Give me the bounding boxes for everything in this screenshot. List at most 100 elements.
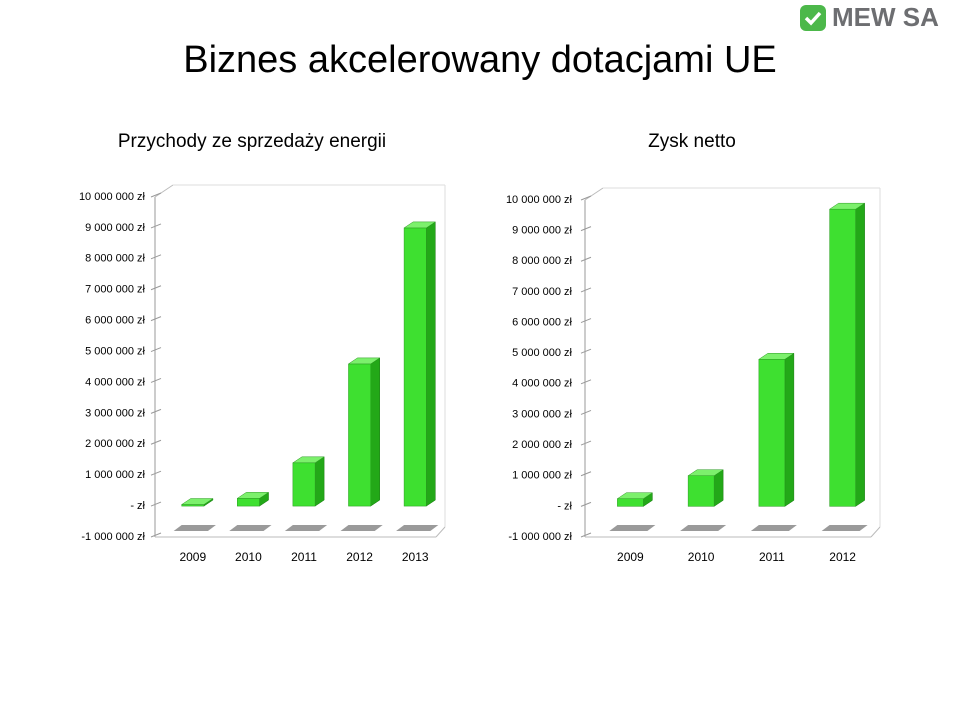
bar-side xyxy=(370,357,380,507)
bar xyxy=(829,208,856,507)
y-tick-label: 2 000 000 zł xyxy=(512,439,572,451)
bar-top xyxy=(236,492,270,499)
tick-mark xyxy=(150,285,162,291)
bar xyxy=(403,227,427,507)
x-tick-label: 2012 xyxy=(829,550,856,564)
y-tick-label: 2 000 000 zł xyxy=(85,438,145,450)
bar xyxy=(348,363,371,507)
floor-plate xyxy=(173,525,216,531)
tick-mark xyxy=(580,256,592,262)
bar-top xyxy=(292,456,325,464)
tick-mark xyxy=(150,408,162,414)
tick-mark xyxy=(150,532,162,538)
logo-text: MEW SA xyxy=(832,2,939,32)
bar-top xyxy=(687,469,724,476)
y-tick-label: - zł xyxy=(130,500,145,512)
y-tick-label: 3 000 000 zł xyxy=(85,407,145,419)
floor-plate xyxy=(396,525,439,531)
y-tick-label: -1 000 000 zł xyxy=(508,531,572,543)
slide-title: Biznes akcelerowany dotacjami UE xyxy=(183,39,777,81)
logo-check xyxy=(804,11,822,26)
tick-mark xyxy=(150,439,162,445)
y-tick-label: 10 000 000 zł xyxy=(79,191,146,203)
tick-mark xyxy=(150,377,162,383)
bar xyxy=(617,498,644,507)
tick-mark xyxy=(580,440,592,446)
bar xyxy=(237,498,260,507)
bar-top xyxy=(347,357,381,365)
y-tick-label: 6 000 000 zł xyxy=(85,315,145,327)
tick-mark xyxy=(580,195,592,201)
y-tick-label: 9 000 000 zł xyxy=(512,225,572,237)
tick-mark xyxy=(580,348,592,354)
chart-title: Zysk netto xyxy=(648,131,736,152)
tick-mark xyxy=(580,409,592,415)
tick-mark xyxy=(150,316,162,322)
bar xyxy=(687,475,715,507)
bar-side xyxy=(426,221,436,507)
y-tick-label: 7 000 000 zł xyxy=(512,286,572,298)
floor-plate xyxy=(680,525,727,531)
bar-top xyxy=(180,498,214,505)
tick-mark xyxy=(580,532,592,538)
tick-mark xyxy=(150,192,162,198)
y-tick-label: 10 000 000 zł xyxy=(506,194,573,206)
y-tick-label: - zł xyxy=(557,500,572,512)
bar-top xyxy=(403,221,437,229)
bar-side xyxy=(713,469,724,507)
tick-mark xyxy=(580,318,592,324)
x-tick-label: 2010 xyxy=(235,550,262,564)
bar xyxy=(758,359,786,507)
x-tick-label: 2009 xyxy=(617,550,644,564)
x-tick-label: 2011 xyxy=(759,550,785,564)
y-tick-label: 6 000 000 zł xyxy=(512,316,572,328)
floor-edge xyxy=(435,526,446,538)
y-tick-label: 4 000 000 zł xyxy=(85,376,145,388)
bar xyxy=(292,462,316,507)
logo-icon xyxy=(800,5,826,31)
tick-mark xyxy=(580,287,592,293)
x-tick-label: 2012 xyxy=(346,550,373,564)
bar-side xyxy=(314,456,325,507)
bar-side xyxy=(784,352,795,507)
bar-top xyxy=(758,353,795,360)
floor-plate xyxy=(750,525,797,531)
tick-mark xyxy=(150,501,162,507)
tick-mark xyxy=(580,501,592,507)
floor-plate xyxy=(284,525,328,531)
x-tick-label: 2010 xyxy=(688,550,715,564)
chart-title: Przychody ze sprzedaży energii xyxy=(118,131,386,152)
floor-plate xyxy=(821,525,868,531)
wall-edge xyxy=(584,187,604,201)
x-tick-label: 2011 xyxy=(291,550,317,564)
y-tick-label: 8 000 000 zł xyxy=(85,253,145,265)
tick-mark xyxy=(150,347,162,353)
floor-plate xyxy=(229,525,272,531)
y-tick-label: 1 000 000 zł xyxy=(512,470,572,482)
bar-top xyxy=(828,202,866,210)
tick-mark xyxy=(580,226,592,232)
y-tick-label: 7 000 000 zł xyxy=(85,284,145,296)
floor-edge xyxy=(870,526,881,538)
floor-plate xyxy=(340,525,383,531)
x-tick-label: 2013 xyxy=(402,550,429,564)
y-tick-label: 9 000 000 zł xyxy=(85,222,145,234)
tick-mark xyxy=(580,471,592,477)
floor-plate xyxy=(609,525,656,531)
tick-mark xyxy=(150,254,162,260)
y-tick-label: 5 000 000 zł xyxy=(85,345,145,357)
tick-mark xyxy=(580,379,592,385)
tick-mark xyxy=(150,470,162,476)
bar-side xyxy=(855,202,865,507)
y-tick-label: 1 000 000 zł xyxy=(85,469,145,481)
y-tick-label: 8 000 000 zł xyxy=(512,255,572,267)
tick-mark xyxy=(150,223,162,229)
wall-edge xyxy=(154,184,174,198)
y-tick-label: 5 000 000 zł xyxy=(512,347,572,359)
x-tick-label: 2009 xyxy=(179,550,206,564)
y-tick-label: -1 000 000 zł xyxy=(81,531,145,543)
y-tick-label: 4 000 000 zł xyxy=(512,378,572,390)
y-tick-label: 3 000 000 zł xyxy=(512,408,572,420)
